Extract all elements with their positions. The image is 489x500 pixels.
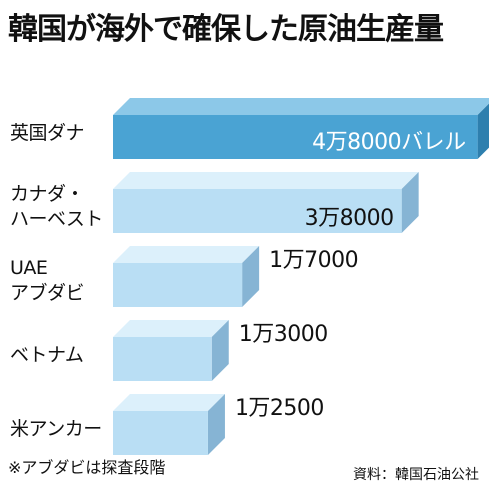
value-label: 1万2500 [234,396,325,421]
bar-top-face [113,98,489,115]
bar-top-face [113,246,260,263]
category-label: ベトナム [10,343,84,366]
category-label: カナダ・ ハーベスト [10,183,103,230]
value-label: 1万7000 [269,248,359,273]
bar-front-face [113,115,478,159]
value-label: 3万8000 [304,206,395,231]
footnote: ※アブダビは探査段階 [8,458,166,477]
category-label: 英国ダナ [10,121,85,144]
bar-2 [113,246,260,307]
bar-top-face [113,394,225,411]
bar-side-face [207,394,225,455]
category-label: 米アンカー [10,417,102,440]
bar-side-face [242,246,260,307]
chart-title: 韓国が海外で確保した原油生産量 [8,12,444,47]
bar-front-face [113,263,243,307]
value-label: 1万3000 [238,322,329,347]
source-credit: 資料：韓国石油公社 [353,467,479,483]
bar-top-face [113,172,419,189]
bar-3 [113,320,229,381]
bar-side-face [401,172,419,233]
bar-side-face [477,103,489,159]
bar-top-face [113,320,229,337]
value-label: 4万8000バレル [312,130,466,155]
bar-4 [113,394,225,455]
bar-front-face [113,411,208,455]
bar-1 [113,172,419,233]
category-label: UAE アブダビ [10,257,85,304]
bar-front-face [113,189,402,233]
bar-side-face [211,320,229,381]
bar-0 [113,98,489,159]
bar-front-face [113,337,212,381]
